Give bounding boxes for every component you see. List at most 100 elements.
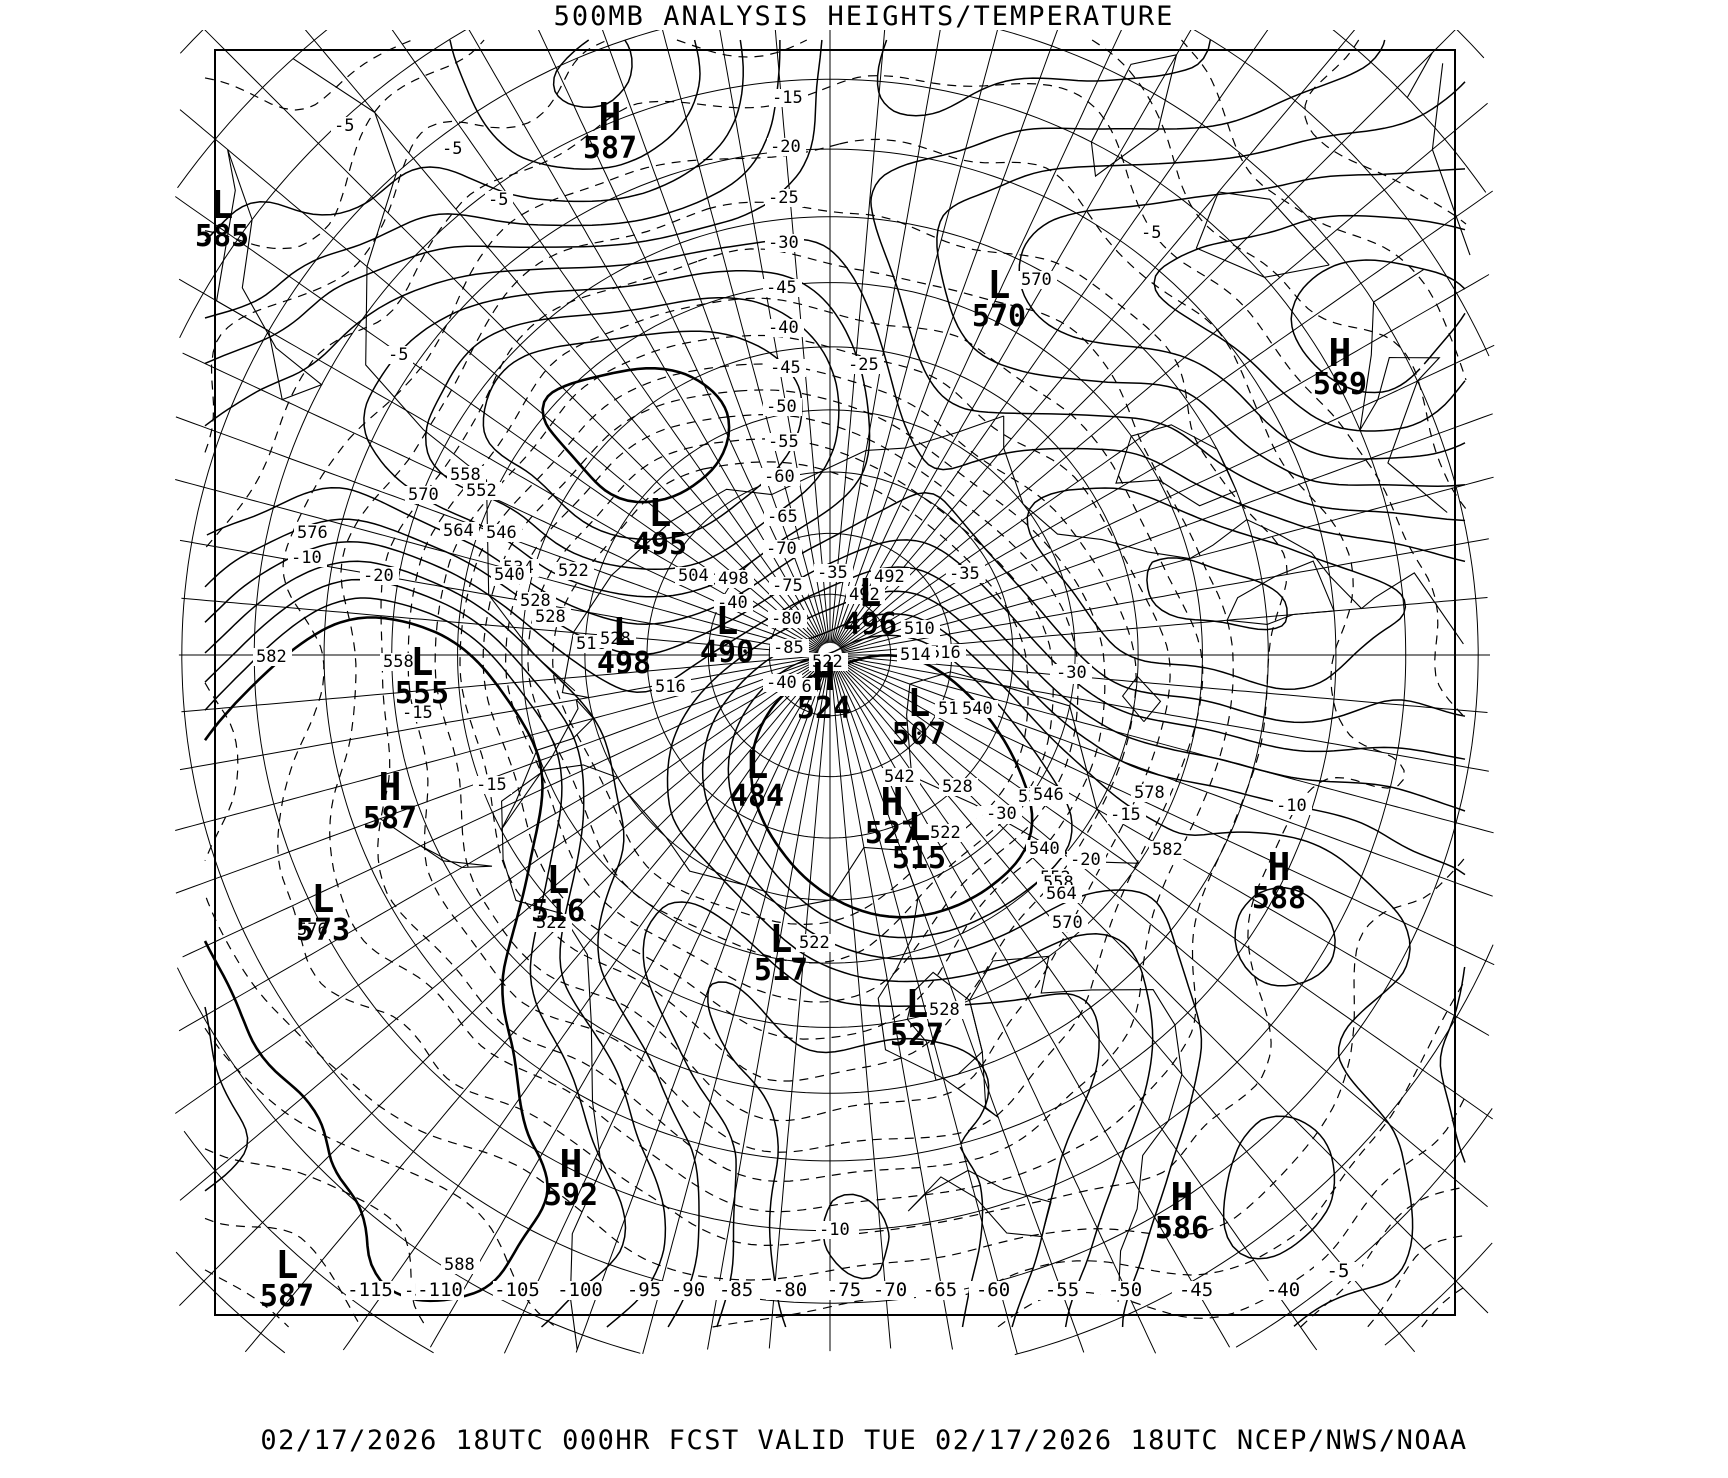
isotherm-label: -5 [334,116,354,136]
height-contour-label: 528 [520,591,551,611]
height-contour-label: 576 [297,920,328,940]
pressure-center-value: 555 [395,676,449,711]
height-contour-label: 540 [494,565,525,585]
pressure-center-value: 496 [843,607,897,642]
height-contour-label: 570 [408,485,439,505]
isotherm-label: -20 [363,566,394,586]
isotherm-label: -35 [949,564,980,584]
height-contour-label: 570 [1021,270,1052,290]
pressure-center-value: 498 [597,646,651,681]
pressure-center-letter: L [746,743,769,787]
isotherm-contours [204,39,1467,1328]
pressure-center-letter: L [908,681,931,725]
longitude-tick-label: -85 [719,1279,753,1301]
height-contour-label: 514 [900,645,931,665]
pressure-center-value: 587 [583,131,637,166]
longitude-tick-label: -95 [627,1279,661,1301]
height-contour-label: 522 [930,823,961,843]
pressure-center-letter: L [411,640,434,684]
isotherm-label: -85 [773,638,804,658]
height-contour-label: 522 [799,933,830,953]
pressure-center-value: 516 [531,894,585,929]
pressure-center-letter: H [813,655,836,699]
pressure-center-letter: H [560,1142,583,1186]
height-contour-label: 540 [1029,839,1060,859]
longitude-tick-label: -5 [1327,1260,1350,1282]
pressure-center-letter: H [1268,845,1291,889]
isotherm-label: -5 [1141,223,1161,243]
map-canvas: 5585705525645465765345225405044984925285… [0,30,1728,1410]
height-contour-label: 564 [1046,884,1077,904]
isotherm-label: -25 [848,355,879,375]
height-contour-label: 528 [929,1000,960,1020]
height-contour-label: 492 [874,567,905,587]
longitude-tick-label: -110 [417,1279,463,1301]
isotherm-label: -30 [1056,663,1087,683]
pressure-center-letter: L [859,571,882,615]
pressure-center-letter: L [613,610,636,654]
pressure-center-letter: H [881,780,904,824]
height-contour-label: 510 [904,619,935,639]
pressure-center-value: 495 [633,527,687,562]
isotherm-label: -40 [766,673,797,693]
height-contour-label: 528 [600,629,631,649]
height-contour-label: 582 [256,647,287,667]
isotherm-label: -60 [764,467,795,487]
longitude-tick-label: -75 [827,1279,861,1301]
pressure-center-letter: H [599,95,622,139]
isotherm-label: -15 [476,775,507,795]
height-contour-label: 540 [962,699,993,719]
height-contour-label: 558 [383,652,414,672]
weather-map-svg: 5585705525645465765345225405044984925285… [175,30,1495,1356]
isotherm-label: -10 [1276,796,1307,816]
isotherm-label: -40 [717,593,748,613]
isotherm-labels: -5 -5 -5 -5 -5 -10 -20 -15 -15 -10 -15 -20 -25 -30 -35… [288,88,1362,1301]
height-contour-label: 492 [849,585,880,605]
isotherm-label: -15 [772,88,803,108]
isotherm-label: -5 [388,345,408,365]
pressure-center-value: 507 [892,717,946,752]
isotherm-label: -30 [768,233,799,253]
longitude-tick-label: -40 [1266,1279,1300,1301]
height-contour-label: 578 [1134,783,1165,803]
isotherm-label: -20 [770,137,801,157]
chart-caption: 02/17/2026 18UTC 000HR FCST VALID TUE 02… [260,1425,1468,1456]
isotherm-label: -55 [768,432,799,452]
height-contour-label: 522 [558,561,589,581]
isotherm-label: -15 [402,703,433,723]
pressure-center-letter: H [379,765,402,809]
page-title: 500MB ANALYSIS HEIGHTS/TEMPERATURE [553,1,1175,32]
height-contour-label: 522 [536,913,567,933]
pressure-center-letter: H [1171,1175,1194,1219]
pressure-center-value: 517 [754,953,808,988]
isotherm-label: -5 [442,139,462,159]
isotherm-label: -10 [291,548,322,568]
pressure-center-value: 573 [296,913,350,948]
pressure-center-letter: L [908,805,931,849]
isotherm-label: -80 [771,609,802,629]
pressure-center-letter: L [276,1243,299,1287]
height-contour-label: 552 [466,481,497,501]
pressure-center-value: 490 [700,635,754,670]
longitude-tick-label: -45 [1179,1279,1213,1301]
isotherm-label: -70 [766,539,797,559]
height-contour-label: 588 [444,1255,475,1275]
isotherm-label: -10 [819,1220,850,1240]
isotherm-label: -30 [986,804,1017,824]
height-contour-label: 516 [930,643,961,663]
longitude-tick-label: -90 [671,1279,705,1301]
height-contour-label: 570 [1052,913,1083,933]
longitude-tick-label: -65 [923,1279,957,1301]
